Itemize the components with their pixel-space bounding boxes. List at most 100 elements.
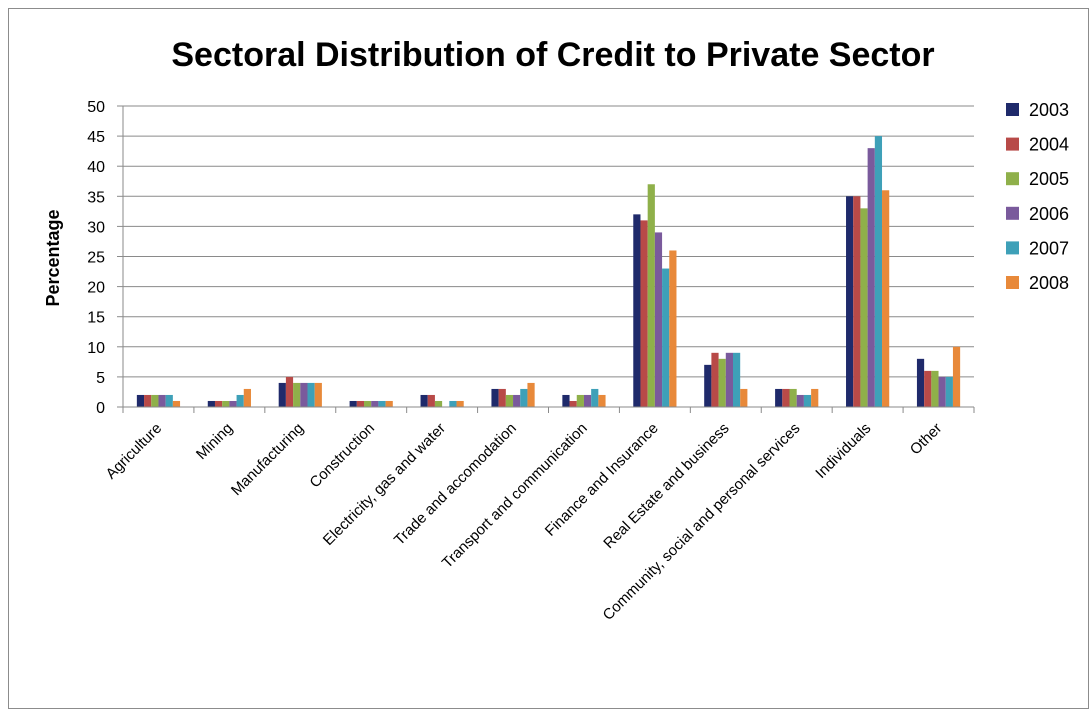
- bar: [214, 400, 223, 407]
- bar: [498, 388, 506, 407]
- bar: [576, 394, 584, 407]
- bar: [456, 400, 464, 407]
- bar: [591, 388, 599, 407]
- x-tick-label: Trade and accomodation: [391, 420, 520, 549]
- y-tick-label: 15: [87, 310, 105, 327]
- bar: [654, 232, 663, 407]
- bar: [931, 370, 939, 407]
- bar: [427, 394, 435, 407]
- legend-label: 2003: [1029, 100, 1069, 120]
- bar: [314, 382, 322, 407]
- bar: [420, 394, 428, 407]
- bar: [916, 358, 925, 407]
- bar: [527, 382, 535, 407]
- axis-layer: [117, 105, 975, 413]
- bar: [732, 352, 741, 407]
- bar: [782, 388, 790, 407]
- bar: [349, 400, 357, 407]
- bar: [945, 376, 953, 407]
- y-tick-label: 10: [87, 340, 105, 357]
- y-axis-label: Percentage: [43, 209, 63, 306]
- bar: [229, 400, 237, 407]
- bar: [718, 358, 726, 407]
- bar: [874, 136, 883, 407]
- x-tick-label: Agriculture: [103, 420, 166, 483]
- bar: [882, 190, 890, 407]
- bar: [278, 382, 286, 407]
- legend: 2003 2004 2005 2006 2007 2008: [1006, 100, 1069, 293]
- x-tick-label: Manufacturing: [228, 420, 307, 499]
- x-tick-label: Mining: [193, 420, 236, 463]
- legend-label: 2007: [1029, 238, 1069, 258]
- bar: [364, 400, 372, 407]
- bar: [633, 214, 641, 407]
- bar: [172, 400, 181, 407]
- bar: [165, 394, 173, 407]
- bar: [562, 394, 570, 407]
- bar: [669, 250, 677, 407]
- bar: [307, 382, 315, 407]
- bar: [853, 196, 861, 407]
- legend-swatch: [1006, 103, 1019, 116]
- bar: [803, 394, 812, 407]
- bar: [144, 394, 152, 407]
- bar: [158, 394, 166, 407]
- x-tick-label: Other: [907, 420, 946, 459]
- y-tick-labels: 0 5 10 15 20 25 30 35 40 45 50: [87, 99, 105, 417]
- bar: [846, 196, 854, 407]
- legend-label: 2008: [1029, 273, 1069, 293]
- bar: [243, 388, 251, 407]
- legend-swatch: [1006, 137, 1019, 151]
- bar: [583, 394, 592, 407]
- bar: [598, 394, 606, 407]
- bar: [662, 268, 670, 407]
- y-tick-label: 50: [87, 99, 105, 116]
- bar: [860, 208, 868, 407]
- y-tick-label: 5: [96, 370, 105, 387]
- bar: [434, 400, 443, 407]
- grid-layer: [123, 105, 974, 378]
- bar: [640, 220, 648, 407]
- bar: [293, 382, 301, 407]
- x-tick-label: Electricity, gas and water: [320, 420, 449, 549]
- legend-label: 2004: [1029, 135, 1069, 155]
- y-tick-label: 35: [87, 189, 105, 206]
- bar: [385, 400, 393, 407]
- legend-label: 2005: [1029, 169, 1069, 189]
- bar: [222, 400, 230, 407]
- bar: [207, 400, 215, 407]
- bar: [449, 400, 457, 407]
- bar: [796, 394, 804, 407]
- bar: [285, 376, 294, 407]
- legend-swatch: [1006, 172, 1019, 186]
- x-tick-label: Real Estate and business: [600, 420, 732, 552]
- bar: [378, 400, 386, 407]
- bar: [775, 388, 783, 407]
- x-tick-label: Transport and communication: [439, 420, 591, 572]
- y-tick-label: 30: [87, 219, 105, 236]
- bar: [647, 184, 655, 407]
- bar: [300, 382, 308, 407]
- bar: [924, 370, 932, 407]
- bar: [356, 400, 365, 407]
- y-tick-label: 25: [87, 250, 105, 267]
- x-tick-label: Construction: [306, 420, 378, 492]
- bar: [505, 394, 514, 407]
- bar: [513, 394, 521, 407]
- x-tick-label: Individuals: [812, 420, 874, 482]
- legend-swatch: [1006, 241, 1019, 255]
- bar: [236, 394, 244, 407]
- bar-layer: [136, 136, 961, 407]
- chart-frame: [8, 8, 1089, 709]
- bar: [740, 388, 748, 407]
- bar: [151, 394, 159, 407]
- bar: [491, 388, 499, 407]
- bar: [789, 388, 797, 407]
- bar: [867, 148, 875, 407]
- bar: [711, 352, 719, 407]
- bar: [704, 364, 712, 407]
- legend-swatch: [1006, 206, 1019, 220]
- bar: [371, 400, 379, 407]
